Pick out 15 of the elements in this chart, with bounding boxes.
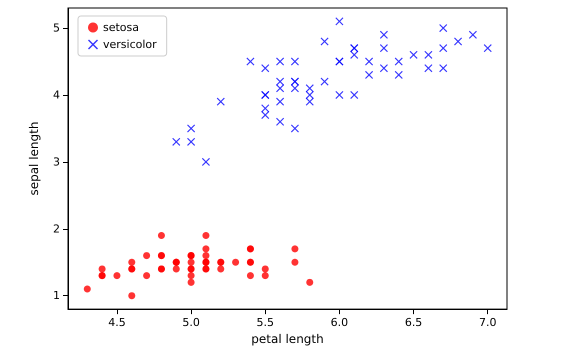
- x-axis-title: petal length: [251, 332, 324, 346]
- y-tick-label: 4: [53, 88, 60, 102]
- y-tick-label: 2: [53, 222, 60, 236]
- legend-label: versicolor: [103, 38, 158, 51]
- y-tick-label: 5: [53, 22, 60, 35]
- y-tick-label: 3: [53, 155, 60, 168]
- x-tick-label: 7.0: [478, 316, 496, 330]
- legend-label: setosa: [103, 21, 140, 34]
- x-tick-label: 5.0: [182, 316, 200, 330]
- y-tick-label: 1: [53, 289, 60, 302]
- x-tick-label: 6.5: [404, 316, 422, 330]
- x-tick-label: 5.5: [256, 316, 274, 330]
- x-tick-label: 6.0: [330, 316, 348, 330]
- x-tick-label: 4.5: [108, 316, 126, 330]
- y-axis-title: sepal length: [27, 122, 41, 196]
